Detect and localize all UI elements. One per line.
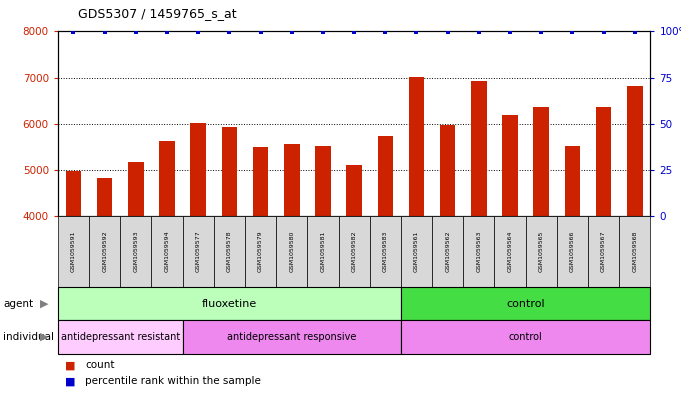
- Text: GSM1059562: GSM1059562: [445, 231, 450, 272]
- Text: count: count: [85, 360, 114, 371]
- Text: ▶: ▶: [40, 332, 48, 342]
- Text: GSM1059578: GSM1059578: [227, 231, 232, 272]
- Text: GSM1059566: GSM1059566: [570, 231, 575, 272]
- Bar: [502, 116, 518, 216]
- Text: GSM1059582: GSM1059582: [351, 231, 357, 272]
- Text: GSM1059564: GSM1059564: [507, 231, 513, 272]
- Text: GSM1059592: GSM1059592: [102, 231, 107, 272]
- Text: antidepressant resistant: antidepressant resistant: [61, 332, 180, 342]
- Bar: [377, 136, 393, 216]
- Text: GSM1059593: GSM1059593: [133, 231, 138, 272]
- Text: ■: ■: [65, 360, 75, 371]
- Text: GSM1059579: GSM1059579: [258, 231, 263, 272]
- Bar: [284, 144, 300, 216]
- Text: percentile rank within the sample: percentile rank within the sample: [85, 376, 261, 386]
- Text: GSM1059568: GSM1059568: [632, 231, 637, 272]
- Text: ■: ■: [65, 376, 75, 386]
- Text: GSM1059561: GSM1059561: [414, 231, 419, 272]
- Text: fluoxetine: fluoxetine: [202, 299, 257, 309]
- Text: antidepressant responsive: antidepressant responsive: [227, 332, 356, 342]
- Text: GSM1059565: GSM1059565: [539, 231, 543, 272]
- Text: control: control: [509, 332, 543, 342]
- Bar: [347, 165, 362, 216]
- Text: agent: agent: [3, 299, 33, 309]
- Bar: [159, 141, 175, 216]
- Bar: [533, 107, 549, 216]
- Bar: [65, 171, 81, 216]
- Text: control: control: [506, 299, 545, 309]
- Text: GDS5307 / 1459765_s_at: GDS5307 / 1459765_s_at: [78, 7, 237, 20]
- Bar: [471, 81, 487, 216]
- Text: GSM1059567: GSM1059567: [601, 231, 606, 272]
- Text: GSM1059577: GSM1059577: [195, 231, 201, 272]
- Text: GSM1059581: GSM1059581: [321, 231, 326, 272]
- Bar: [128, 162, 144, 216]
- Text: ▶: ▶: [40, 299, 48, 309]
- Bar: [97, 178, 112, 216]
- Bar: [596, 107, 612, 216]
- Bar: [315, 146, 331, 216]
- Text: GSM1059591: GSM1059591: [71, 231, 76, 272]
- Bar: [253, 147, 268, 216]
- Bar: [440, 125, 456, 216]
- Bar: [221, 127, 237, 216]
- Bar: [565, 147, 580, 216]
- Text: GSM1059583: GSM1059583: [383, 231, 387, 272]
- Text: individual: individual: [3, 332, 54, 342]
- Bar: [627, 86, 643, 216]
- Text: GSM1059563: GSM1059563: [476, 231, 481, 272]
- Bar: [191, 123, 206, 216]
- Bar: [409, 77, 424, 216]
- Text: GSM1059580: GSM1059580: [289, 231, 294, 272]
- Text: GSM1059594: GSM1059594: [165, 231, 170, 272]
